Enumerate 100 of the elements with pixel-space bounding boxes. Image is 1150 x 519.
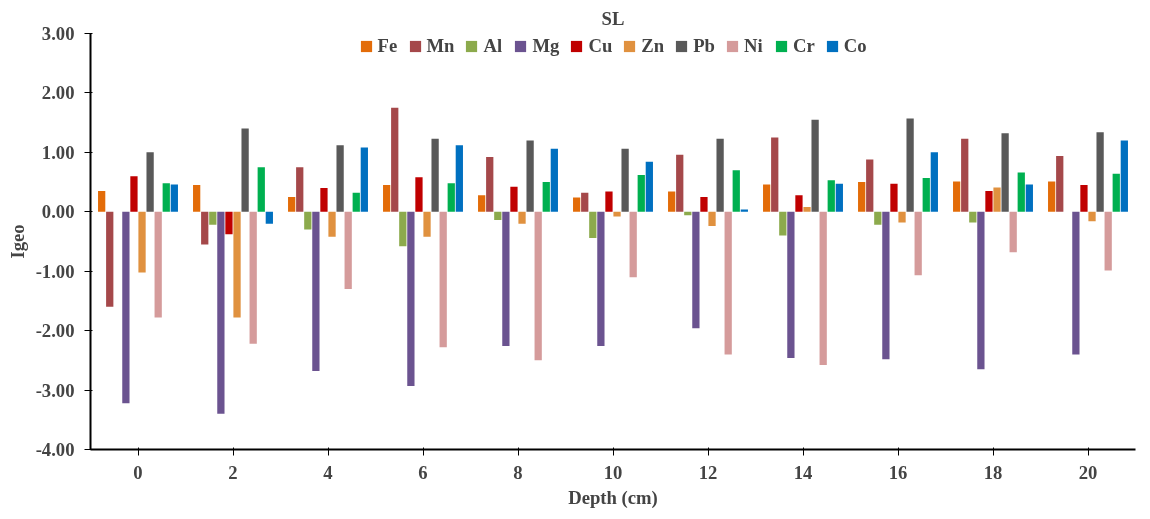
bar [233,211,241,318]
bar [953,181,961,212]
bar [391,107,399,212]
bar [930,152,938,212]
y-tick-label: -3.00 [35,379,75,401]
bar [874,211,882,225]
y-tick-label: 2.00 [41,82,75,104]
bar [336,145,344,212]
bar [866,159,874,212]
bar [328,211,336,237]
bar [763,184,771,212]
bar [193,185,201,212]
legend-label: Mg [532,35,560,57]
bar [803,207,811,212]
bar [526,140,534,212]
bar [122,211,130,404]
bar [439,211,447,348]
bar [835,183,843,212]
bar [344,211,352,290]
bar [700,196,708,212]
bar [542,182,550,212]
bar [534,211,542,361]
legend-label: Al [483,35,504,57]
bar [502,211,510,347]
bar [352,192,360,212]
x-axis-title: Depth (cm) [568,486,658,509]
y-tick-label: -1.00 [35,260,75,282]
bar [597,211,605,347]
bar [518,211,526,224]
bar [969,211,977,223]
bar [581,192,589,212]
bar [455,145,463,212]
bar [241,128,249,212]
bar [320,188,328,212]
x-tick-label: 18 [983,461,1003,483]
bar [668,191,676,212]
bar [732,170,740,212]
x-tick-label: 0 [133,461,143,483]
bar [288,196,296,212]
bar [130,176,138,212]
bar [447,183,455,212]
x-tick-label: 6 [418,461,428,483]
bar [486,157,494,212]
bar [1017,172,1025,212]
bar [407,211,415,386]
bar [1080,185,1088,212]
bar [795,195,803,212]
bar [138,211,146,273]
bar [304,211,312,230]
bar [1025,184,1033,212]
bar [1001,133,1009,212]
bar [1072,211,1080,355]
bar [914,211,922,276]
bar [890,183,898,212]
bar [922,177,930,212]
bar [1009,211,1017,253]
x-tick-label: 2 [228,461,238,483]
bar [637,174,645,212]
bar [1096,132,1104,212]
bar [1120,140,1128,212]
bar [961,138,969,212]
bar [312,211,320,372]
y-tick-label: -4.00 [35,439,75,460]
bar [882,211,890,360]
bar [1088,211,1096,222]
legend-label: Mn [426,35,455,57]
bar [225,211,233,235]
bar [423,211,431,237]
bar [249,211,257,344]
bar [1048,181,1056,212]
bar [605,191,613,212]
y-tick-label: 1.00 [41,141,75,163]
bar [257,167,265,212]
bar [858,182,866,212]
bar [827,180,835,212]
bar [201,211,209,245]
legend-label: Ni [743,35,764,57]
x-tick-label: 14 [793,461,813,483]
bar [898,211,906,223]
bar [296,167,304,212]
x-tick-label: 8 [513,461,523,483]
bar [1056,155,1064,212]
x-tick-label: 16 [888,461,908,483]
legend-label: Zn [641,35,665,57]
bar [146,152,154,212]
bar [708,211,716,227]
bar [906,118,914,212]
bar [106,211,114,307]
y-tick-label: -2.00 [35,320,75,342]
bar [692,211,700,329]
bar [819,211,827,366]
y-tick-label: 3.00 [41,23,75,44]
bar [977,211,985,370]
bar [154,211,162,318]
bar [431,138,439,212]
bar [1104,211,1112,271]
bar [478,195,486,212]
legend-label: Co [843,35,867,57]
bar [360,147,368,212]
bar [629,211,637,278]
